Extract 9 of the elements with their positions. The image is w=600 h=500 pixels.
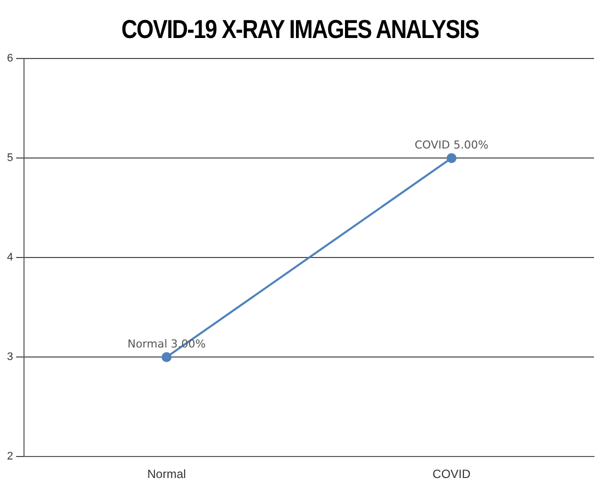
x-tick-label: COVID xyxy=(432,467,471,482)
x-tick-label: Normal xyxy=(147,467,186,482)
chart-title: COVID-19 X-RAY IMAGES ANALYSIS xyxy=(120,14,480,45)
y-tick-label: 4 xyxy=(6,252,14,264)
y-tick-label: 5 xyxy=(6,152,14,164)
y-tick-label: 6 xyxy=(6,52,14,65)
y-tick-label: 2 xyxy=(6,450,14,463)
y-tick-label: 3 xyxy=(6,351,14,364)
data-label: COVID 5.00% xyxy=(414,138,488,152)
